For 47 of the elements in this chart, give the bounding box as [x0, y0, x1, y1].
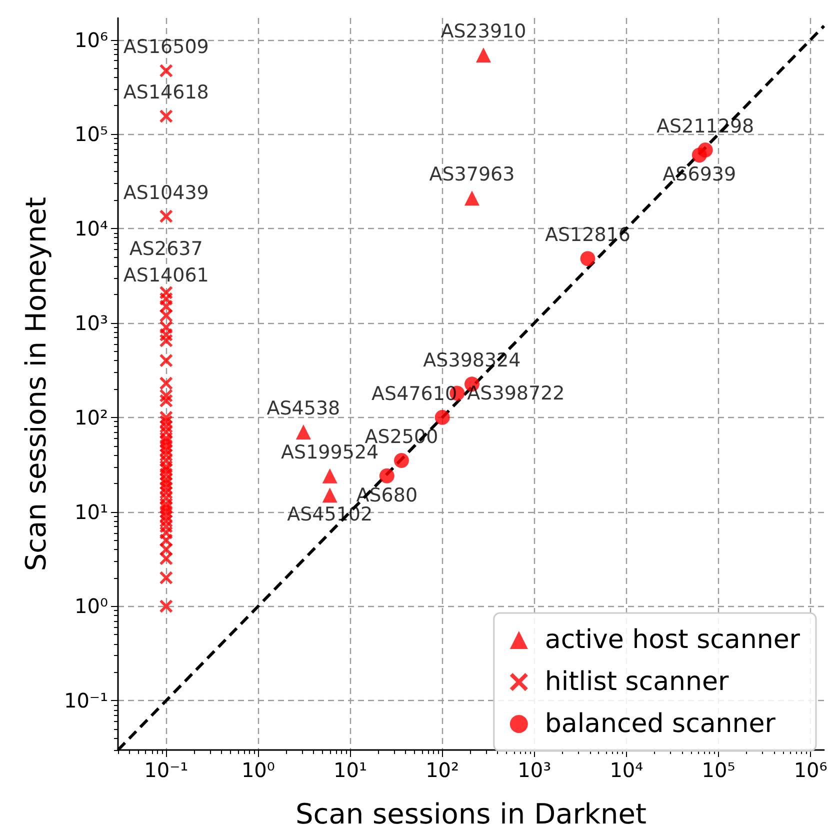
y-tick-label: 10¹ — [74, 500, 108, 524]
legend-label: hitlist scanner — [544, 667, 729, 697]
point — [160, 600, 173, 613]
x-axis-title: Scan sessions in Darknet — [296, 798, 646, 830]
point — [160, 110, 173, 123]
point — [160, 64, 173, 78]
point — [160, 552, 173, 566]
y-tick-label: 10⁰ — [74, 594, 108, 618]
legend-label: active host scanner — [544, 625, 800, 655]
x-tick-label: 10³ — [518, 758, 552, 782]
x-tick-label: 10⁵ — [702, 758, 736, 782]
y-axis-title: Scan sessions in Honeynet — [20, 196, 52, 572]
legend-label: balanced scanner — [544, 709, 776, 739]
annotation: AS10439 — [123, 182, 209, 204]
y-tick-label: 10² — [74, 405, 108, 430]
y-tick-label: 10⁶ — [74, 28, 108, 52]
x-tick-label: 10¹ — [334, 758, 367, 782]
annotation: AS398722 — [467, 382, 565, 404]
point — [160, 210, 173, 223]
annotation: AS211298 — [656, 115, 754, 138]
y-tick-label: 10³ — [74, 310, 108, 335]
y-tick-label: 10⁴ — [74, 216, 108, 241]
annotation: AS2637 — [129, 238, 203, 260]
annotation: AS45102 — [287, 504, 373, 526]
x-tick-label: 10⁻¹ — [144, 758, 188, 782]
annotation: AS6939 — [662, 164, 736, 186]
point — [160, 354, 173, 368]
x-tick-label: 10⁴ — [610, 758, 644, 782]
y-tick-label: 10⁻¹ — [64, 688, 108, 713]
point — [160, 309, 173, 322]
annotation: AS680 — [356, 484, 418, 506]
point — [160, 376, 173, 390]
x-tick-label: 10⁶ — [794, 758, 828, 782]
y-tick-label: 10⁵ — [74, 122, 108, 146]
annotation: AS14061 — [123, 264, 209, 286]
annotation: AS14618 — [123, 82, 209, 104]
point — [160, 571, 173, 584]
annotation: AS37963 — [429, 164, 515, 186]
annotation: AS23910 — [440, 20, 526, 42]
annotation: AS398324 — [423, 350, 521, 372]
point — [160, 394, 173, 408]
annotation: AS4538 — [266, 398, 340, 420]
x-tick-label: 10² — [426, 758, 460, 782]
annotation: AS12816 — [544, 224, 630, 246]
point — [160, 334, 173, 348]
annotation: AS16509 — [123, 36, 209, 58]
x-tick-label: 10⁰ — [241, 758, 275, 782]
